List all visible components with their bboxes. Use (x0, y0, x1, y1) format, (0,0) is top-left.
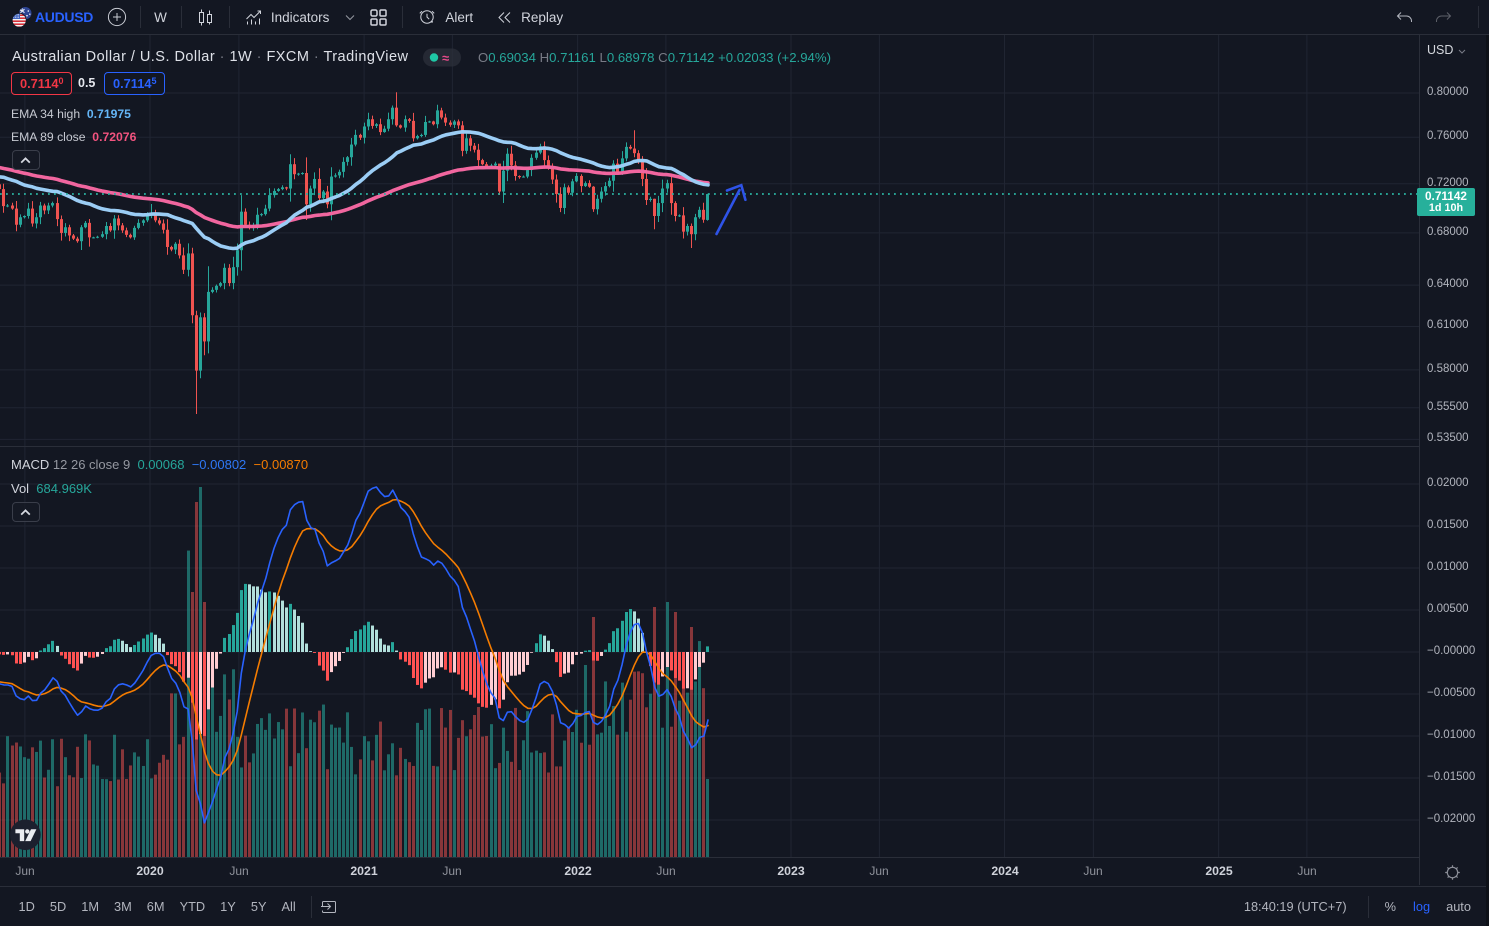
svg-text:≈: ≈ (442, 51, 449, 66)
